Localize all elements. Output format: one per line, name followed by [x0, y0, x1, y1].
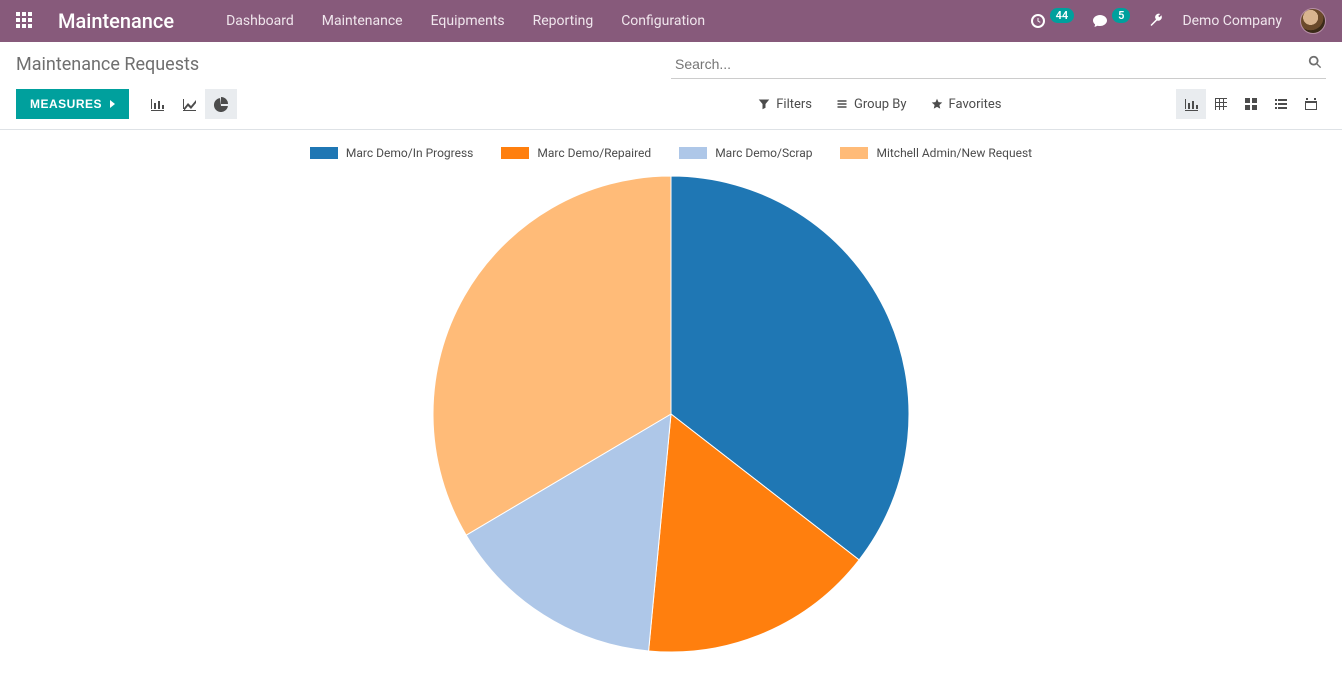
view-switcher — [1176, 89, 1326, 119]
chart-area: Marc Demo/In Progress Marc Demo/Repaired M… — [0, 130, 1342, 674]
favorites-button[interactable]: Favorites — [931, 97, 1002, 112]
clock-icon — [1030, 13, 1046, 29]
toolbar-row: MEASURES Filters Group By — [0, 83, 1342, 130]
legend-item[interactable]: Marc Demo/Scrap — [679, 146, 812, 160]
groupby-label: Group By — [854, 97, 907, 112]
chart-legend: Marc Demo/In Progress Marc Demo/Repaired M… — [16, 140, 1326, 174]
measures-button-label: MEASURES — [30, 97, 102, 111]
debug-systray[interactable] — [1148, 13, 1164, 29]
chat-icon — [1092, 13, 1108, 29]
search-icon[interactable] — [1304, 55, 1326, 73]
filters-label: Filters — [776, 97, 812, 112]
list-icon — [836, 98, 848, 110]
activities-count: 44 — [1050, 8, 1075, 23]
funnel-icon — [758, 98, 770, 110]
legend-label: Marc Demo/In Progress — [346, 146, 473, 160]
groupby-button[interactable]: Group By — [836, 97, 907, 112]
chart-type-group — [141, 89, 237, 119]
legend-item[interactable]: Marc Demo/In Progress — [310, 146, 473, 160]
main-menu: Dashboard Maintenance Equipments Reporti… — [214, 2, 717, 40]
list-view-icon[interactable] — [1266, 89, 1296, 119]
activities-systray[interactable]: 44 — [1030, 13, 1075, 29]
legend-swatch — [679, 147, 707, 159]
pie-chart-icon[interactable] — [205, 89, 237, 119]
main-navbar: Maintenance Dashboard Maintenance Equipm… — [0, 0, 1342, 42]
calendar-view-icon[interactable] — [1296, 89, 1326, 119]
pie-chart — [431, 174, 911, 654]
legend-swatch — [310, 147, 338, 159]
messages-count: 5 — [1112, 8, 1130, 23]
favorites-label: Favorites — [949, 97, 1002, 112]
menu-reporting[interactable]: Reporting — [521, 2, 606, 40]
company-switcher[interactable]: Demo Company — [1182, 13, 1282, 29]
filters-button[interactable]: Filters — [758, 97, 812, 112]
caret-right-icon — [110, 100, 115, 108]
legend-swatch — [840, 147, 868, 159]
kanban-view-icon[interactable] — [1236, 89, 1266, 119]
measures-button[interactable]: MEASURES — [16, 89, 129, 119]
search-input[interactable] — [671, 50, 1304, 78]
graph-view-icon[interactable] — [1176, 89, 1206, 119]
line-chart-icon[interactable] — [173, 89, 205, 119]
bar-chart-icon[interactable] — [141, 89, 173, 119]
user-avatar[interactable] — [1300, 8, 1326, 34]
menu-configuration[interactable]: Configuration — [609, 2, 717, 40]
legend-item[interactable]: Marc Demo/Repaired — [501, 146, 651, 160]
messages-systray[interactable]: 5 — [1092, 13, 1130, 29]
menu-equipments[interactable]: Equipments — [419, 2, 517, 40]
legend-label: Marc Demo/Scrap — [715, 146, 812, 160]
star-icon — [931, 98, 943, 110]
breadcrumb-row: Maintenance Requests — [0, 42, 1342, 83]
search-bar — [671, 50, 1326, 79]
search-options: Filters Group By Favorites — [758, 97, 1001, 112]
wrench-icon — [1148, 13, 1164, 29]
legend-swatch — [501, 147, 529, 159]
menu-dashboard[interactable]: Dashboard — [214, 2, 306, 40]
apps-launcher-icon[interactable] — [16, 12, 34, 30]
legend-label: Marc Demo/Repaired — [537, 146, 651, 160]
legend-item[interactable]: Mitchell Admin/New Request — [840, 146, 1032, 160]
breadcrumb: Maintenance Requests — [16, 54, 671, 75]
menu-maintenance[interactable]: Maintenance — [310, 2, 415, 40]
pivot-view-icon[interactable] — [1206, 89, 1236, 119]
legend-label: Mitchell Admin/New Request — [876, 146, 1032, 160]
app-brand: Maintenance — [58, 9, 174, 33]
